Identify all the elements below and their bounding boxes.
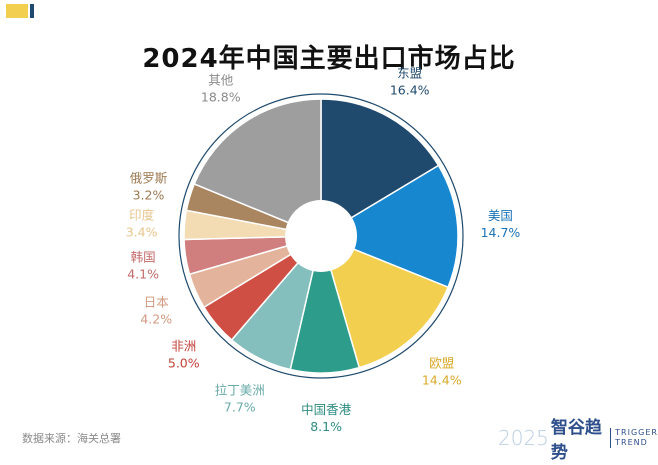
- slice-name: 欧盟: [429, 356, 454, 371]
- brand-year: 2025: [498, 426, 549, 450]
- slice-value: 16.4%: [390, 82, 430, 97]
- slice-name: 美国: [488, 208, 513, 223]
- corner-yellow-bar: [6, 4, 28, 18]
- slice-label-2: 欧盟 14.4%: [422, 356, 462, 388]
- pie-labels: 东盟 16.4% 美国 14.7% 欧盟 14.4% 中国香港 8.1% 拉丁美洲 7.7% 非洲 5…: [126, 65, 521, 434]
- slice-value: 14.7%: [481, 225, 521, 240]
- slice-name: 韩国: [131, 250, 156, 265]
- slice-value: 4.1%: [127, 267, 159, 282]
- chart-title: 2024年中国主要出口市场占比: [142, 44, 516, 74]
- slice-value: 14.4%: [422, 373, 462, 388]
- brand-logo: 2025 智谷趋势 TRIGGER TREND: [498, 418, 658, 463]
- slice-label-4: 拉丁美洲 7.7%: [215, 383, 265, 415]
- brand-english-line-1: TRIGGER: [615, 428, 658, 437]
- slice-label-0: 东盟 16.4%: [390, 65, 430, 97]
- slice-value: 4.2%: [140, 312, 172, 327]
- slice-name: 拉丁美洲: [215, 383, 265, 398]
- slice-name: 东盟: [397, 65, 422, 80]
- pie-slice-2: [319, 234, 450, 369]
- slice-label-8: 印度 3.4%: [126, 207, 158, 239]
- slice-label-10: 其他 18.8%: [201, 72, 241, 104]
- outer-ring: [178, 93, 464, 379]
- pie-slice-10: [193, 98, 322, 238]
- slice-value: 8.1%: [310, 419, 342, 434]
- slice-name: 中国香港: [301, 402, 352, 417]
- pie-slice-0: [320, 98, 440, 238]
- data-source: 数据来源：海关总署: [22, 432, 121, 445]
- slice-name: 非洲: [171, 338, 196, 353]
- slice-name: 日本: [144, 295, 170, 310]
- slice-label-6: 日本 4.2%: [140, 295, 172, 327]
- slice-label-9: 俄罗斯 3.2%: [130, 171, 168, 203]
- brand-separator: [610, 428, 612, 448]
- slice-value: 3.4%: [126, 224, 158, 239]
- brand-english: TRIGGER TREND: [615, 428, 658, 448]
- pie-slice-1: [319, 164, 459, 289]
- slice-value: 7.7%: [224, 400, 256, 415]
- slice-value: 5.0%: [168, 355, 200, 370]
- slice-name: 印度: [129, 207, 155, 222]
- corner-blue-bar: [30, 4, 34, 18]
- brand-english-line-2: TREND: [615, 438, 648, 447]
- slice-label-1: 美国 14.7%: [481, 208, 521, 240]
- slice-value: 3.2%: [133, 188, 165, 203]
- brand-name: 智谷趋势: [550, 418, 602, 463]
- corner-mark: [6, 4, 34, 18]
- donut-hole: [285, 200, 357, 272]
- slice-value: 18.8%: [201, 89, 241, 104]
- slice-label-5: 非洲 5.0%: [168, 338, 200, 370]
- slice-label-3: 中国香港 8.1%: [301, 402, 352, 434]
- slice-name: 俄罗斯: [130, 171, 168, 186]
- slice-name: 其他: [208, 72, 234, 87]
- slice-label-7: 韩国 4.1%: [127, 250, 159, 282]
